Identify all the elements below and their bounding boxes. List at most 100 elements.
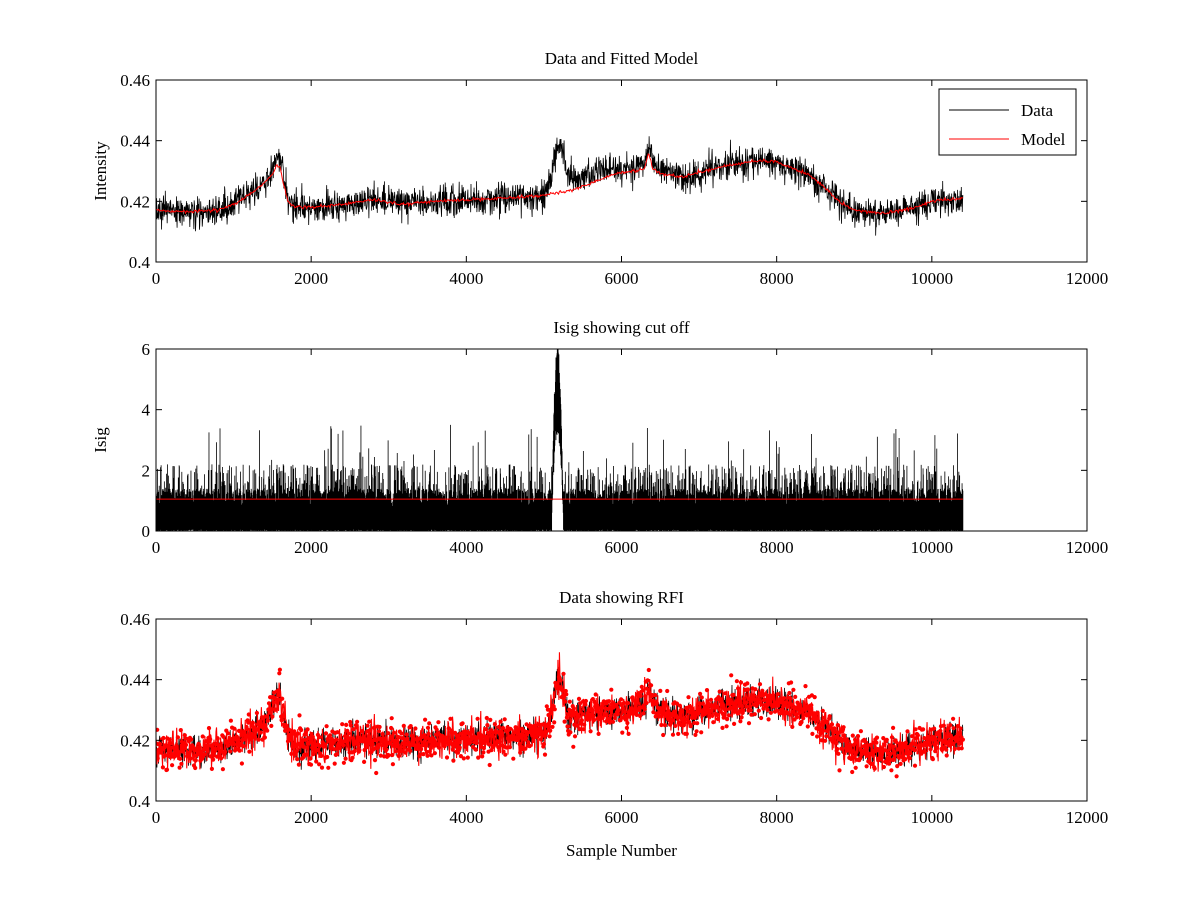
- rfi-marker: [737, 695, 742, 700]
- rfi-marker: [563, 688, 568, 694]
- rfi-marker: [951, 726, 956, 731]
- rfi-marker: [426, 731, 431, 736]
- rfi-marker: [328, 733, 333, 738]
- rfi-marker: [640, 688, 646, 693]
- rfi-marker: [616, 708, 621, 713]
- rfi-marker: [825, 719, 830, 725]
- rfi-marker: [280, 696, 285, 701]
- rfi-marker: [693, 732, 698, 738]
- x-tick-label: 4000: [449, 269, 483, 288]
- rfi-marker: [881, 736, 886, 741]
- rfi-marker: [881, 764, 887, 770]
- rfi-marker: [828, 725, 834, 730]
- rfi-marker: [473, 747, 478, 752]
- rfi-marker: [515, 731, 521, 736]
- rfi-marker: [887, 761, 892, 766]
- rfi-marker: [470, 729, 475, 734]
- rfi-marker: [367, 719, 372, 724]
- rfi-marker: [738, 680, 744, 685]
- rfi-marker: [420, 743, 425, 748]
- rfi-marker: [271, 700, 276, 705]
- rfi-marker: [741, 708, 746, 713]
- rfi-marker: [748, 704, 753, 709]
- rfi-marker: [547, 721, 552, 726]
- rfi-marker: [768, 710, 774, 715]
- rfi-marker: [341, 743, 346, 748]
- rfi-marker: [488, 717, 493, 723]
- rfi-marker: [769, 693, 774, 699]
- rfi-marker: [787, 712, 793, 717]
- rfi-marker: [776, 703, 781, 708]
- x-tick-label: 2000: [294, 538, 328, 557]
- rfi-marker: [600, 704, 605, 709]
- rfi-marker: [686, 695, 691, 700]
- rfi-marker: [381, 736, 386, 741]
- rfi-marker: [720, 725, 725, 731]
- rfi-marker: [662, 723, 668, 728]
- rfi-marker: [507, 738, 512, 743]
- rfi-marker: [674, 701, 680, 706]
- rfi-marker: [568, 730, 573, 735]
- rfi-marker: [404, 732, 409, 737]
- rfi-marker: [398, 749, 403, 754]
- rfi-marker: [682, 720, 687, 725]
- rfi-marker: [623, 717, 628, 722]
- rfi-marker: [874, 740, 879, 745]
- rfi-marker: [531, 738, 536, 743]
- rfi-marker: [812, 695, 817, 700]
- rfi-marker: [188, 756, 193, 761]
- rfi-marker: [643, 694, 648, 699]
- rfi-marker: [728, 705, 733, 710]
- rfi-marker: [432, 751, 437, 756]
- rfi-marker: [537, 726, 542, 731]
- rfi-marker: [390, 752, 395, 758]
- rfi-marker: [536, 722, 541, 727]
- rfi-marker: [751, 693, 756, 698]
- rfi-marker: [265, 728, 270, 733]
- rfi-marker: [485, 723, 490, 728]
- rfi-marker: [177, 750, 182, 755]
- rfi-marker: [835, 723, 840, 728]
- rfi-marker: [220, 767, 225, 772]
- rfi-marker: [715, 716, 721, 722]
- rfi-marker: [307, 739, 312, 745]
- rfi-marker: [821, 728, 826, 733]
- rfi-marker: [684, 731, 689, 737]
- rfi-marker: [247, 749, 252, 754]
- rfi-marker: [757, 682, 763, 687]
- x-tick-label: 0: [152, 538, 161, 557]
- series-isig-spikes: [156, 349, 964, 531]
- rfi-marker: [553, 680, 558, 686]
- x-tick-label: 0: [152, 269, 161, 288]
- rfi-marker: [809, 703, 814, 708]
- rfi-marker: [957, 741, 963, 746]
- rfi-marker: [583, 698, 589, 704]
- rfi-marker: [860, 748, 865, 754]
- x-tick-label: 6000: [605, 808, 639, 827]
- rfi-marker: [715, 712, 720, 718]
- rfi-marker: [853, 765, 858, 770]
- rfi-marker: [855, 734, 861, 739]
- rfi-marker: [864, 764, 869, 769]
- rfi-marker: [626, 731, 631, 737]
- rfi-marker: [269, 723, 274, 729]
- rfi-marker: [279, 718, 284, 723]
- rfi-marker: [941, 723, 946, 728]
- rfi-marker: [206, 726, 212, 731]
- rfi-marker: [408, 724, 413, 729]
- rfi-marker: [267, 710, 272, 715]
- rfi-marker: [258, 730, 263, 735]
- y-tick-label: 0: [142, 522, 151, 541]
- rfi-marker: [231, 741, 236, 746]
- rfi-marker: [341, 760, 346, 765]
- rfi-marker: [660, 708, 665, 713]
- rfi-marker: [322, 742, 327, 747]
- rfi-marker: [789, 702, 794, 707]
- rfi-marker: [161, 735, 166, 741]
- rfi-marker: [624, 725, 630, 731]
- rfi-marker: [851, 749, 856, 754]
- rfi-marker: [676, 731, 681, 737]
- rfi-marker: [835, 746, 840, 752]
- rfi-marker: [732, 721, 737, 727]
- rfi-marker: [245, 727, 250, 732]
